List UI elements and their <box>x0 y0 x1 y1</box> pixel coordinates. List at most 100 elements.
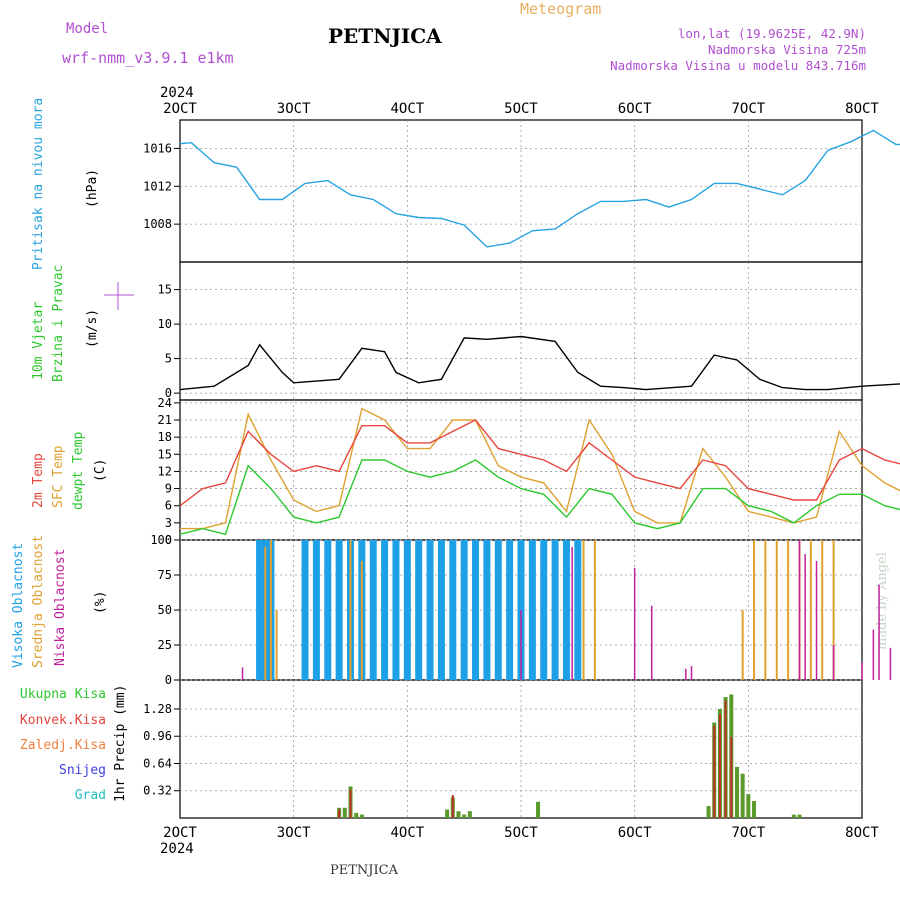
bottom-time-tick-label: 3OCT <box>277 825 311 841</box>
low-cloud-bar <box>690 666 693 680</box>
pressure-ytick-label: 1016 <box>143 141 172 155</box>
temp-ytick-label: 9 <box>165 482 172 496</box>
low-cloud-bar <box>804 554 806 680</box>
mid-cloud-bar <box>809 540 812 680</box>
sfc-temp-line <box>180 407 900 530</box>
high-cloud-bar <box>472 540 480 680</box>
cloud-ytick-label: 25 <box>158 638 172 652</box>
total-precip-bar <box>462 814 467 818</box>
low-cloud-bar <box>798 540 801 680</box>
high-cloud-bar <box>562 540 570 680</box>
low-cloud-bar <box>520 610 522 680</box>
low-cloud-bar <box>685 668 687 680</box>
bottom-year-label: 2024 <box>160 841 194 857</box>
wind-ylabel2: Brzina i Pravac <box>51 265 66 382</box>
bottom-time-tick-label: 5OCT <box>504 825 538 841</box>
high-cloud-bar <box>426 540 434 680</box>
cloud-ytick-label: 100 <box>150 533 172 547</box>
high-cloud-bar <box>312 540 320 680</box>
total-precip-bar <box>536 801 541 818</box>
top-time-tick-label: 7OCT <box>731 101 765 117</box>
high-cloud-bar <box>335 540 343 680</box>
wind-ytick-label: 10 <box>158 317 172 331</box>
total-precip-bar <box>734 766 739 818</box>
top-time-tick-label: 8OCT <box>845 101 879 117</box>
mid-cloud-bar <box>582 540 585 680</box>
low-cloud-bar <box>861 661 863 680</box>
conv-precip-bar <box>349 789 352 818</box>
bottom-time-tick-label: 2OCT <box>163 825 197 841</box>
low-cloud-bar <box>815 561 818 680</box>
precip-ytick-label: 0.64 <box>143 756 172 770</box>
wind-ytick-label: 15 <box>158 283 172 297</box>
bottom-time-tick-label: 7OCT <box>731 825 765 841</box>
pressure-series-line <box>179 129 900 248</box>
total-precip-bar <box>359 814 364 818</box>
cloud-ytick-label: 50 <box>158 603 172 617</box>
temp-ytick-label: 18 <box>158 430 172 444</box>
model-label: Model <box>66 21 108 37</box>
mid-cloud-bar <box>741 610 744 680</box>
high-cloud-bar <box>403 540 411 680</box>
conv-precip-bar <box>451 795 454 818</box>
low-cloud-bar <box>872 629 875 680</box>
footer-station: PETNJICA <box>330 863 399 878</box>
high-cloud-bar <box>506 540 514 680</box>
total-precip-bar <box>467 811 472 818</box>
total-precip-bar <box>752 800 757 818</box>
pressure-unit: (hPa) <box>85 169 100 208</box>
high-cloud-bar <box>551 540 559 680</box>
temp-ytick-label: 3 <box>165 516 172 530</box>
high-cloud-bar <box>483 540 491 680</box>
mid-cloud-bar <box>269 540 272 680</box>
low-cloud-bar <box>241 667 244 680</box>
precip-ytick-label: 0.96 <box>143 729 172 743</box>
total-precip-bar <box>706 806 711 818</box>
mid-cloud-bar <box>787 540 790 680</box>
wind-ytick-label: 5 <box>165 352 172 366</box>
total-precip-bar <box>456 811 461 818</box>
temp-unit: (C) <box>93 459 108 482</box>
cloud-unit: (%) <box>93 591 108 614</box>
mid-cloud-bar <box>764 540 767 680</box>
high-cloud-bar <box>415 540 423 680</box>
bottom-time-tick-label: 6OCT <box>618 825 652 841</box>
top-time-tick-label: 5OCT <box>504 101 538 117</box>
model-name: wrf-nmm_v3.9.1 e1km <box>62 49 234 67</box>
t2-temp-line <box>179 419 900 507</box>
top-year-label: 2024 <box>160 85 194 101</box>
temp-ytick-label: 0 <box>165 533 172 547</box>
station-title: PETNJICA <box>328 24 442 48</box>
temp-dew-label: dewpt Temp <box>71 432 86 510</box>
total-precip-bar <box>445 809 450 818</box>
total-precip-bar <box>746 794 751 818</box>
high-cloud-bar <box>437 540 445 680</box>
high-cloud-bar <box>540 540 548 680</box>
temp-t2-label: 2m Temp <box>31 453 46 508</box>
mid-cloud-bar <box>275 610 278 680</box>
top-time-tick-label: 4OCT <box>390 101 424 117</box>
mid-cloud-bar <box>593 540 596 680</box>
cloud-ytick-label: 0 <box>165 673 172 687</box>
product-title: Meteogram <box>520 0 601 18</box>
temp-ytick-label: 12 <box>158 464 172 478</box>
low-cloud-bar <box>889 647 892 680</box>
precip-ytick-label: 1.28 <box>143 702 172 716</box>
high-cloud-bar <box>449 540 457 680</box>
precip-legend-snow: Snijeg <box>59 763 106 778</box>
high-cloud-bar <box>256 540 264 680</box>
conv-precip-bar <box>338 809 341 818</box>
total-precip-bar <box>342 807 347 818</box>
low-cloud-bar <box>832 645 835 680</box>
temp-sfc-label: SFC Temp <box>51 445 66 508</box>
bottom-time-tick-label: 8OCT <box>845 825 879 841</box>
temp-ytick-label: 21 <box>158 413 172 427</box>
wind-ytick-label: 0 <box>165 386 172 400</box>
model-elevation-text: Nadmorska Visina u modelu 843.716m <box>610 58 866 73</box>
cloud-ytick-label: 75 <box>158 568 172 582</box>
high-cloud-bar <box>324 540 332 680</box>
cloud-low-label: Niska Oblacnost <box>53 549 68 666</box>
low-cloud-bar <box>878 584 880 680</box>
conv-precip-bar <box>713 726 716 818</box>
temp-ytick-label: 24 <box>158 396 172 410</box>
